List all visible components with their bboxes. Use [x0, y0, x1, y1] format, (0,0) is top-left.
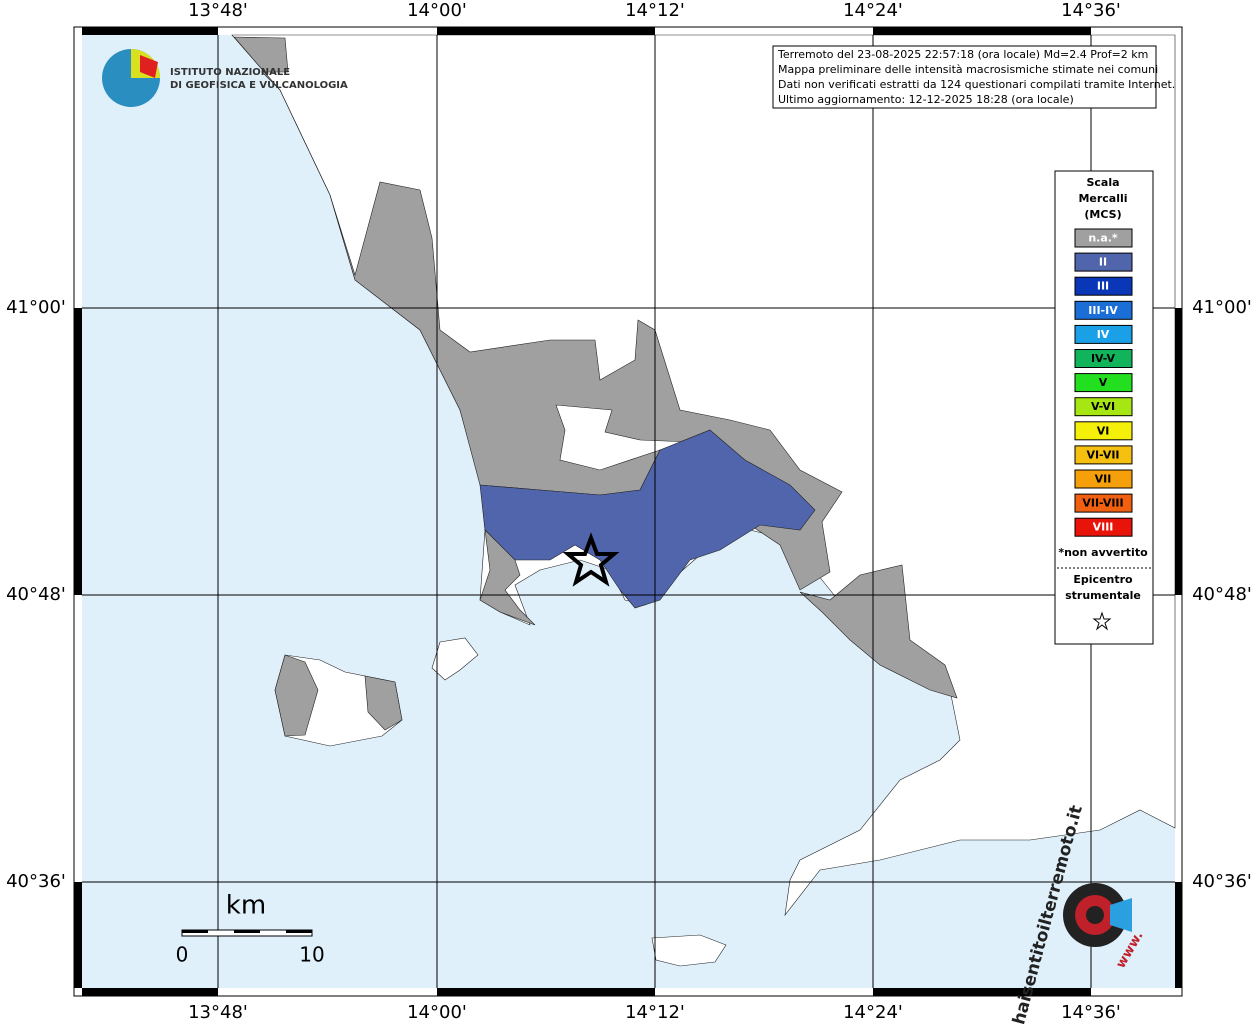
- lat-label: 41°00': [1192, 297, 1252, 318]
- legend-label: VI: [1097, 424, 1110, 437]
- logo-text: DI GEOFISICA E VULCANOLOGIA: [170, 80, 348, 91]
- legend-label: VI-VII: [1086, 448, 1119, 461]
- ingv-logo: ISTITUTO NAZIONALE DI GEOFISICA E VULCAN…: [102, 49, 348, 107]
- lat-label: 40°36': [6, 871, 66, 892]
- lat-label: 40°36': [1192, 871, 1252, 892]
- axis-labels: 13°48' 13°48' 14°00' 14°00' 14°12' 14°12' 14°2…: [6, 0, 1252, 1023]
- legend-swatch: [1074, 445, 1133, 465]
- legend-label: III-IV: [1088, 304, 1118, 317]
- legend-swatch: [1074, 397, 1133, 417]
- legend-swatch: [1074, 493, 1133, 513]
- legend-swatch: [1074, 324, 1133, 344]
- lon-label: 14°36': [1061, 1002, 1121, 1023]
- legend-title: Mercalli: [1078, 192, 1127, 205]
- land: [231, 34, 1176, 967]
- lon-label: 14°12': [625, 0, 685, 21]
- legend-items: ScalaMercalli(MCS)n.a.*IIIIIIII-IVIVIV-V…: [1074, 176, 1133, 537]
- lat-label: 41°00': [6, 297, 66, 318]
- legend-label: VII: [1095, 473, 1112, 486]
- lon-label: 14°36': [1061, 0, 1121, 21]
- scale-label: 10: [299, 943, 324, 967]
- scale-label: 0: [176, 943, 189, 967]
- logo-text: ISTITUTO NAZIONALE: [170, 67, 290, 78]
- legend-swatch: [1074, 228, 1133, 248]
- legend-label: IV: [1097, 328, 1110, 341]
- legend-swatch: [1074, 300, 1133, 320]
- legend-title: (MCS): [1084, 208, 1121, 221]
- legend-label: VII-VIII: [1082, 497, 1123, 510]
- lon-label: 14°24': [843, 1002, 903, 1023]
- info-line: Terremoto del 23-08-2025 22:57:18 (ora l…: [777, 48, 1148, 61]
- legend-label: II: [1099, 256, 1107, 269]
- legend-footnote: *non avvertito: [1058, 546, 1148, 559]
- lon-label: 13°48': [188, 1002, 248, 1023]
- info-line: Dati non verificati estratti da 124 ques…: [778, 78, 1175, 91]
- legend-swatch: [1074, 373, 1133, 393]
- lon-label: 14°12': [625, 1002, 685, 1023]
- legend-label: IV-V: [1091, 352, 1116, 365]
- lat-label: 40°48': [1192, 584, 1252, 605]
- graticule: [82, 35, 1175, 988]
- lon-label: 13°48': [188, 0, 248, 21]
- legend-title: Scala: [1086, 176, 1119, 189]
- legend-swatch: [1074, 252, 1133, 272]
- epicenter-star: [562, 532, 620, 587]
- legend-swatch: [1074, 469, 1133, 489]
- legend-label: VIII: [1093, 521, 1114, 534]
- legend-epicenter: strumentale: [1065, 589, 1141, 602]
- lon-label: 14°00': [407, 1002, 467, 1023]
- lat-label: 40°48': [6, 584, 66, 605]
- legend-swatch: [1074, 276, 1133, 296]
- legend-label: n.a.*: [1088, 232, 1118, 245]
- legend-label: V: [1099, 376, 1108, 389]
- frame-bars: [74, 27, 1182, 996]
- legend-swatch: [1074, 349, 1133, 368]
- info-text: Terremoto del 23-08-2025 22:57:18 (ora l…: [777, 48, 1175, 106]
- lon-label: 14°00': [407, 0, 467, 21]
- legend-label: III: [1097, 280, 1109, 293]
- info-line: Ultimo aggiornamento: 12-12-2025 18:28 (…: [778, 93, 1074, 106]
- legend-swatch: [1074, 517, 1133, 537]
- legend-epicenter: Epicentro: [1073, 573, 1133, 586]
- legend-swatch: [1074, 421, 1133, 441]
- legend-label: V-VI: [1091, 400, 1115, 413]
- info-line: Mappa preliminare delle intensità macros…: [778, 63, 1158, 76]
- info-box: [772, 45, 1157, 109]
- scale-bar: km 0 10: [176, 891, 325, 967]
- legend-star: [1092, 611, 1112, 631]
- lon-label: 14°24': [843, 0, 903, 21]
- scale-unit: km: [226, 891, 266, 921]
